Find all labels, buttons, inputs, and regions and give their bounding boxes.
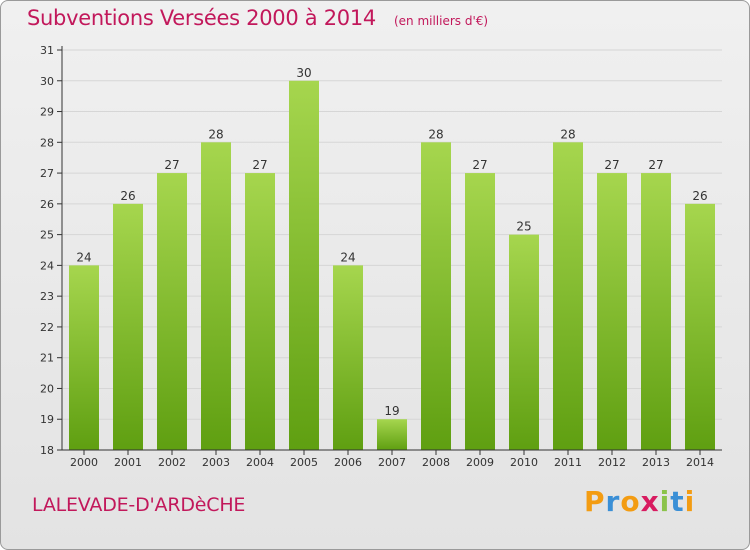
- logo-letter: t: [670, 485, 685, 518]
- x-tick-label: 2012: [598, 456, 626, 469]
- data-label: 19: [384, 404, 399, 418]
- data-label: 27: [648, 158, 663, 172]
- logo-letter: o: [620, 485, 641, 518]
- x-tick-label: 2003: [202, 456, 230, 469]
- y-tick-label: 23: [40, 290, 54, 303]
- y-tick-label: 20: [40, 382, 54, 395]
- y-tick-label: 30: [40, 75, 54, 88]
- data-label: 28: [208, 127, 223, 141]
- data-label: 27: [252, 158, 267, 172]
- y-tick-label: 21: [40, 352, 54, 365]
- data-label: 28: [560, 127, 575, 141]
- bar-2006[interactable]: [333, 265, 363, 450]
- x-tick-label: 2014: [686, 456, 714, 469]
- x-tick-label: 2002: [158, 456, 186, 469]
- bar-2000[interactable]: [69, 265, 99, 450]
- y-tick-label: 25: [40, 229, 54, 242]
- data-label: 27: [604, 158, 619, 172]
- x-tick-label: 2009: [466, 456, 494, 469]
- data-label: 27: [164, 158, 179, 172]
- x-tick-label: 2004: [246, 456, 274, 469]
- data-label: 25: [516, 220, 531, 234]
- data-label: 24: [340, 250, 355, 264]
- bar-2011[interactable]: [553, 142, 583, 451]
- x-tick-label: 2000: [70, 456, 98, 469]
- logo-letter: P: [584, 485, 606, 518]
- data-label: 26: [120, 189, 135, 203]
- y-tick-label: 19: [40, 413, 54, 426]
- x-tick-label: 2007: [378, 456, 406, 469]
- x-tick-label: 2008: [422, 456, 450, 469]
- bar-2012[interactable]: [597, 173, 627, 451]
- x-tick-label: 2010: [510, 456, 538, 469]
- bar-2013[interactable]: [641, 173, 671, 451]
- data-label: 30: [296, 66, 311, 80]
- x-tick-label: 2013: [642, 456, 670, 469]
- chart-title: Subventions Versées 2000 à 2014: [27, 6, 376, 30]
- data-labels: 24 26 27 28 27 30 24 19 28 27 25 28 27 27 26: [76, 66, 707, 418]
- bar-2014[interactable]: [685, 203, 715, 450]
- logo-letter: i: [684, 485, 696, 518]
- y-tick-label: 26: [40, 198, 54, 211]
- x-tick-label: 2011: [554, 456, 582, 469]
- y-tick-label: 27: [40, 167, 54, 180]
- axes: 18 19 20 21 22 23 24 25 26 27 28 29 30 31 2000 2001 2002…: [40, 44, 722, 469]
- y-tick-label: 28: [40, 136, 54, 149]
- proxiti-logo[interactable]: Proxiti: [584, 485, 695, 518]
- commune-name: LALEVADE-D'ARDèCHE: [32, 494, 246, 516]
- bar-2004[interactable]: [245, 173, 275, 451]
- bar-2002[interactable]: [157, 173, 187, 451]
- logo-letter: r: [605, 485, 621, 518]
- x-tick-label: 2006: [334, 456, 362, 469]
- data-label: 27: [472, 158, 487, 172]
- data-label: 28: [428, 127, 443, 141]
- y-tick-label: 31: [40, 44, 54, 57]
- bar-2001[interactable]: [113, 203, 143, 450]
- y-tick-label: 29: [40, 106, 54, 119]
- logo-letter: i: [659, 485, 671, 518]
- bar-2003[interactable]: [201, 142, 231, 451]
- x-tick-label: 2001: [114, 456, 142, 469]
- bar-2009[interactable]: [465, 173, 495, 451]
- bar-2010[interactable]: [509, 234, 539, 450]
- data-label: 24: [76, 250, 91, 264]
- y-tick-label: 18: [40, 444, 54, 457]
- y-tick-label: 24: [40, 259, 54, 272]
- logo-letter: x: [640, 485, 660, 518]
- bar-2007[interactable]: [377, 419, 407, 450]
- bars: [69, 80, 715, 451]
- chart-subtitle: (en milliers d'€): [393, 14, 489, 28]
- x-tick-label: 2005: [290, 456, 318, 469]
- bar-2005[interactable]: [289, 80, 319, 451]
- title-row: Subventions Versées 2000 à 2014 (en mill…: [27, 6, 488, 30]
- y-tick-label: 22: [40, 321, 54, 334]
- bar-2008[interactable]: [421, 142, 451, 451]
- data-label: 26: [692, 189, 707, 203]
